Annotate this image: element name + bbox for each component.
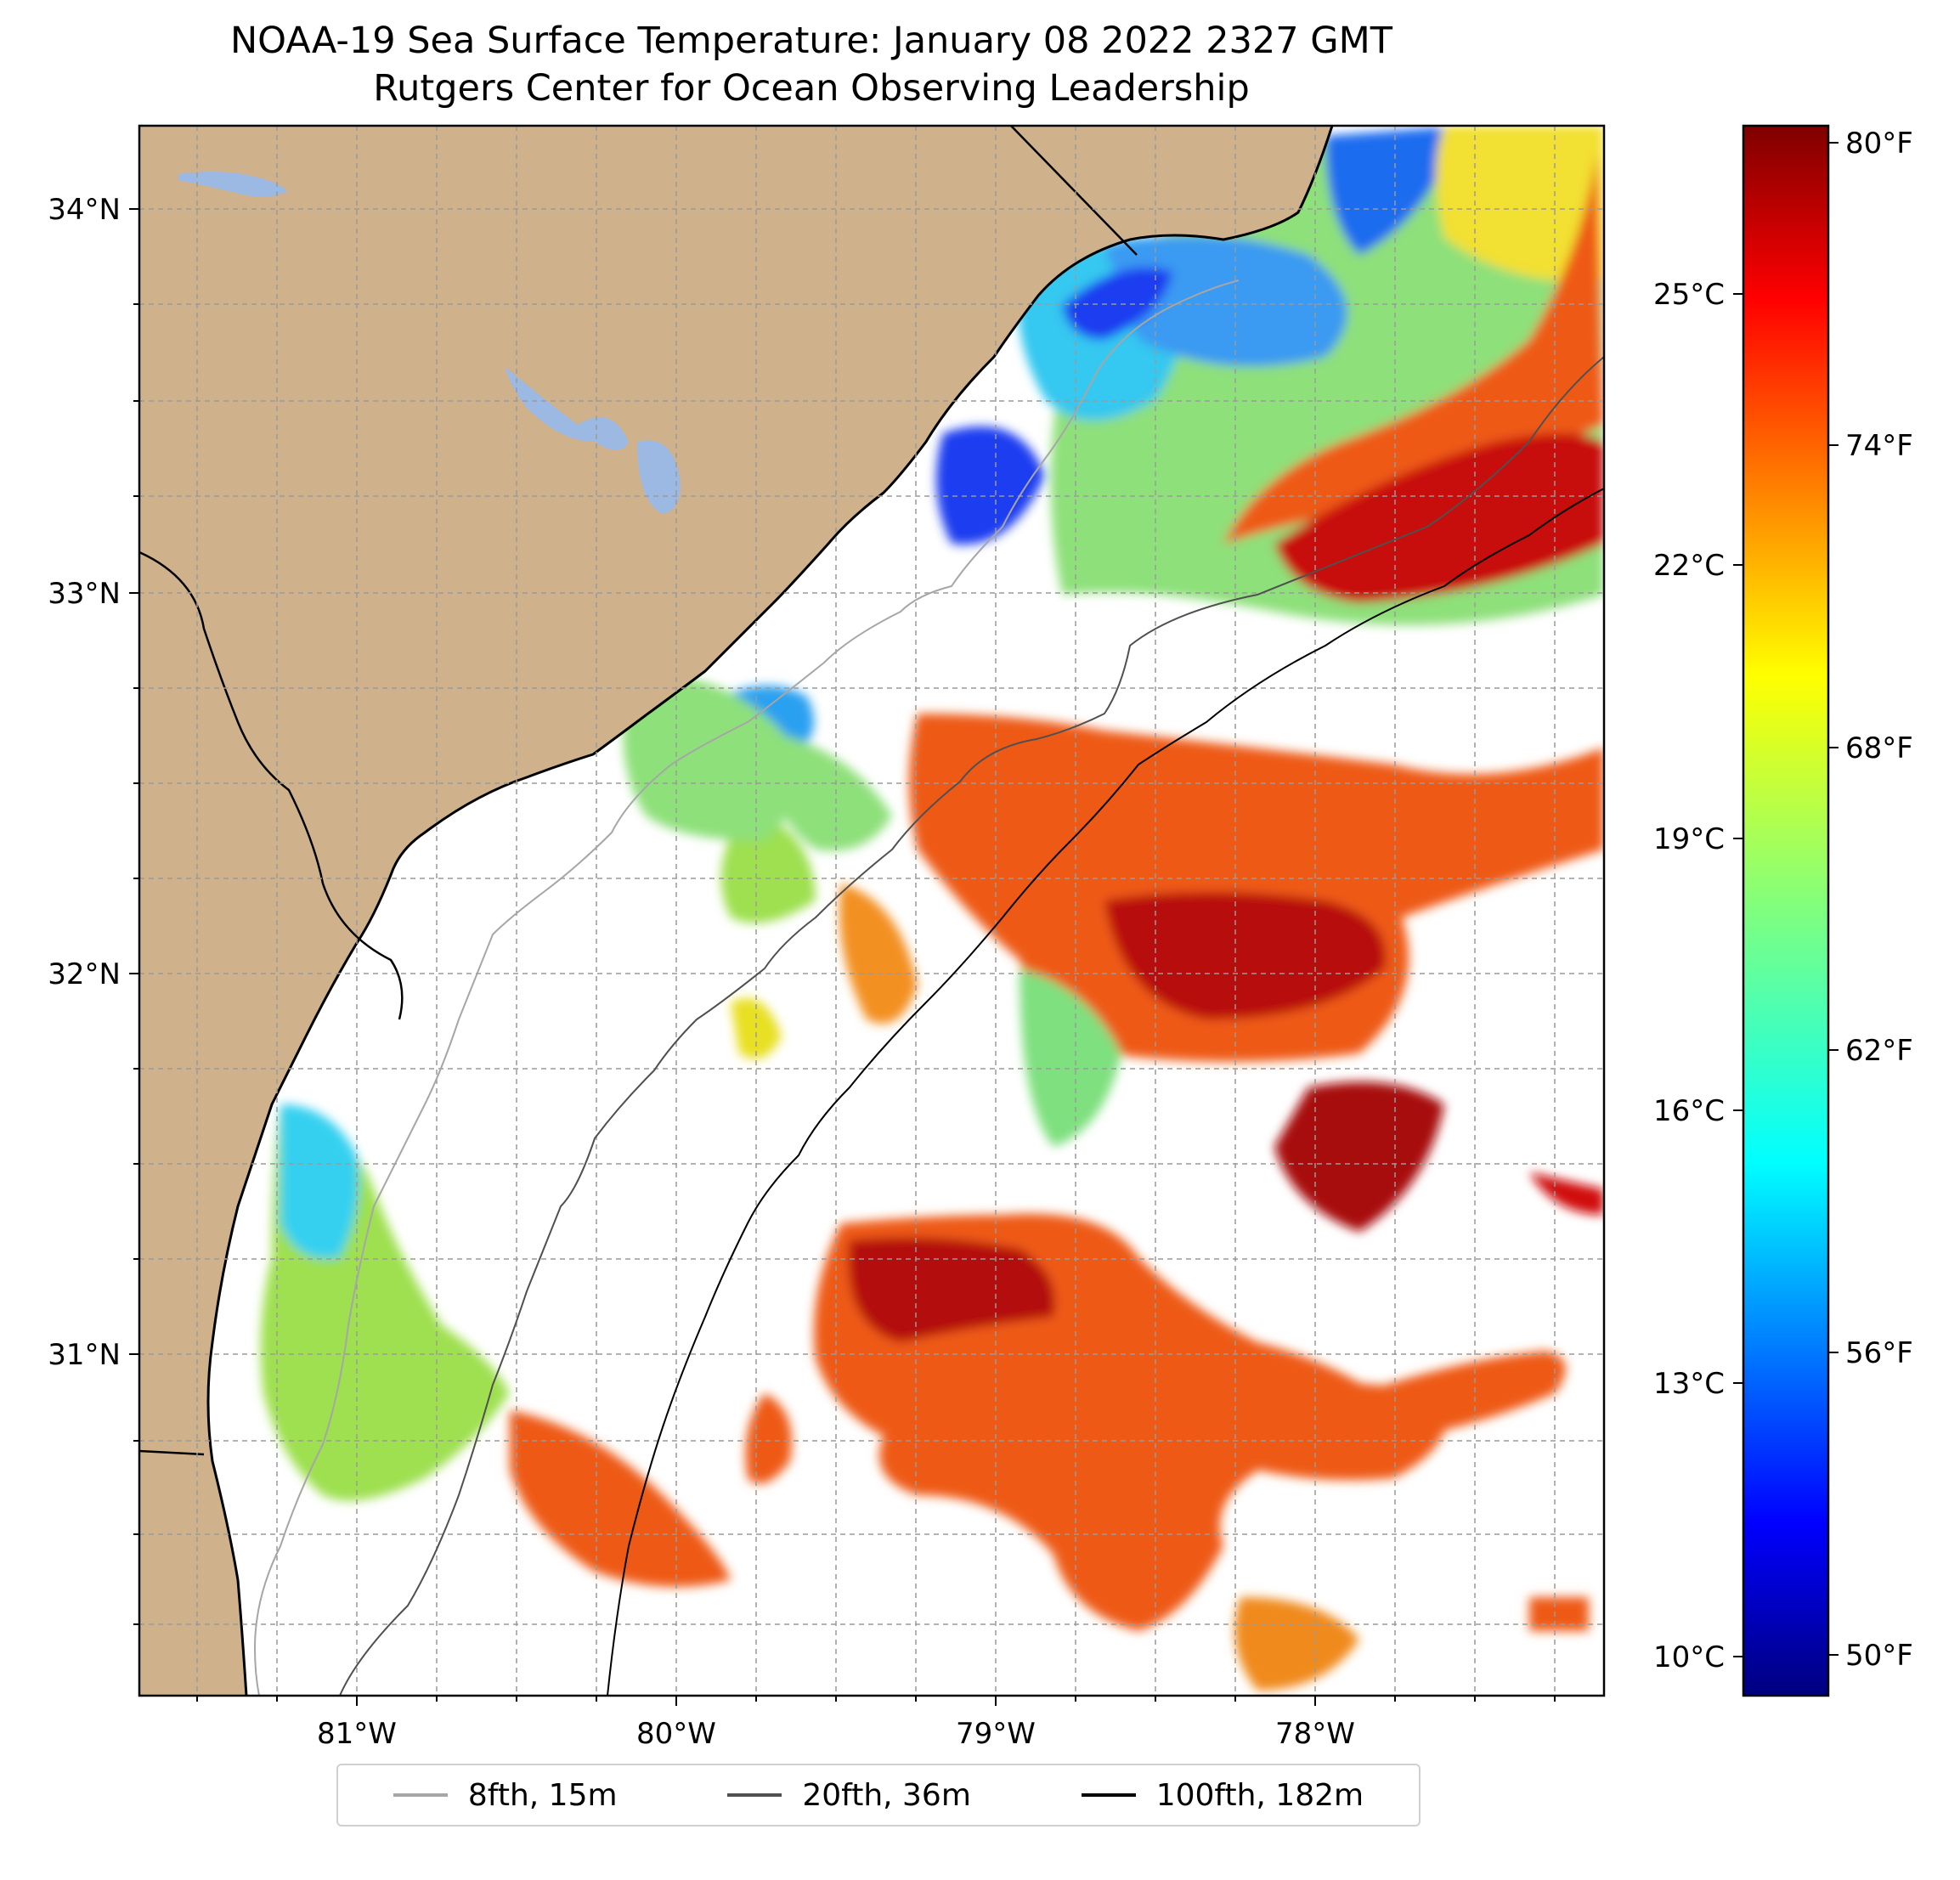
sst-data-layer — [260, 126, 1604, 1691]
lat-axis — [129, 208, 139, 1625]
lat-tick-34: 34°N — [48, 193, 121, 227]
lat-tick-33: 33°N — [48, 577, 121, 611]
legend-swatch-36m — [727, 1793, 782, 1797]
contour-legend: 8fth, 15m 20fth, 36m 100fth, 182m — [336, 1764, 1421, 1826]
lake-1 — [178, 172, 287, 197]
map-title: NOAA-19 Sea Surface Temperature: January… — [230, 20, 1392, 62]
colorbar-c-22: 22°C — [1653, 549, 1725, 583]
legend-label-15m: 8fth, 15m — [467, 1777, 618, 1813]
colorbar-c-16: 16°C — [1653, 1094, 1725, 1128]
lat-tick-31: 31°N — [48, 1338, 121, 1372]
lat-tick-32: 32°N — [48, 957, 121, 991]
legend-swatch-15m — [393, 1793, 448, 1797]
contour-36m — [339, 356, 1604, 1696]
colorbar-f-50: 50°F — [1845, 1639, 1913, 1673]
colorbar-f-56: 56°F — [1845, 1336, 1913, 1370]
colorbar-f-74: 74°F — [1845, 429, 1913, 463]
contour-182m — [607, 488, 1604, 1696]
colorbar-f-80: 80°F — [1845, 127, 1913, 161]
lon-axis — [196, 1696, 1556, 1706]
state-border-nc-sc — [1010, 126, 1138, 256]
map-panel — [139, 126, 1604, 1696]
map-frame — [138, 124, 1606, 1697]
legend-item-182m: 100fth, 182m — [1081, 1777, 1364, 1813]
land-mass — [139, 126, 1332, 1696]
graticule — [139, 126, 1604, 1696]
legend-label-182m: 100fth, 182m — [1155, 1777, 1364, 1813]
lon-tick-81: 81°W — [317, 1717, 397, 1751]
colorbar-c-25: 25°C — [1653, 278, 1725, 312]
colorbar: 25°C 22°C 19°C 16°C 13°C 10°C 80°F 74°F … — [1653, 124, 1913, 1697]
lake-marion — [506, 367, 629, 450]
colorbar-c-19: 19°C — [1653, 822, 1725, 856]
lon-tick-80: 80°W — [636, 1717, 716, 1751]
state-border-sc-ga — [139, 550, 404, 1020]
colorbar-f-62: 62°F — [1845, 1034, 1913, 1068]
coastline — [206, 126, 1334, 1696]
lon-tick-78: 78°W — [1275, 1717, 1355, 1751]
colorbar-c-10: 10°C — [1653, 1640, 1725, 1674]
legend-swatch-182m — [1081, 1793, 1136, 1797]
colorbar-f-68: 68°F — [1845, 731, 1913, 765]
colorbar-gradient — [1742, 124, 1830, 1697]
legend-label-36m: 20fth, 36m — [802, 1777, 971, 1813]
colorbar-c-13: 13°C — [1653, 1367, 1725, 1401]
map-subtitle: Rutgers Center for Ocean Observing Leade… — [373, 67, 1250, 110]
contour-15m — [253, 279, 1240, 1696]
lon-tick-79: 79°W — [956, 1717, 1036, 1751]
legend-item-15m: 8fth, 15m — [393, 1778, 618, 1813]
legend-item-36m: 20fth, 36m — [727, 1778, 971, 1813]
